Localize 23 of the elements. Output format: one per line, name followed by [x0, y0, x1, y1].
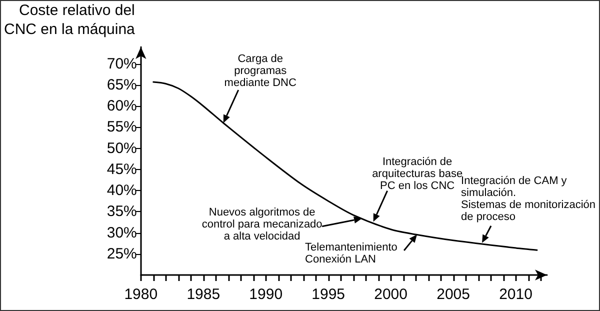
y-tick-label: 55%	[106, 118, 137, 136]
y-tick-label: 40%	[106, 182, 137, 200]
annotation: Integración de CAM y simulación. Sistemas de monitorización de proceso	[461, 174, 596, 223]
x-tick-label: 1980	[124, 286, 158, 303]
x-tick-label: 1985	[186, 286, 220, 303]
annotation: Nuevos algoritmos de control para mecanizado a alta velocidad	[202, 206, 322, 242]
y-tick-label: 60%	[106, 98, 137, 115]
y-tick-label: 30%	[106, 224, 137, 242]
y-tick-label: 25%	[106, 245, 137, 262]
x-tick-label: 2005	[436, 286, 470, 303]
y-tick-label: 65%	[106, 76, 137, 94]
y-tick-label: 70%	[106, 55, 137, 72]
x-tick-label: 1995	[312, 286, 346, 303]
annotation: Integración de arquitecturas base PC en los CNC	[372, 156, 463, 192]
y-tick-label: 45%	[106, 160, 137, 178]
y-axis-title: Coste relativo del CNC en la máquina	[4, 2, 136, 38]
x-tick-label: 2010	[499, 286, 532, 303]
x-tick-label: 2000	[374, 286, 408, 303]
x-tick-label: 1990	[249, 286, 283, 303]
annotation: Telemantenimiento Conexión LAN	[305, 241, 398, 266]
y-tick-label: 35%	[106, 203, 137, 220]
annotation: Carga de programas mediante DNC	[224, 53, 296, 89]
y-tick-label: 50%	[106, 140, 137, 157]
